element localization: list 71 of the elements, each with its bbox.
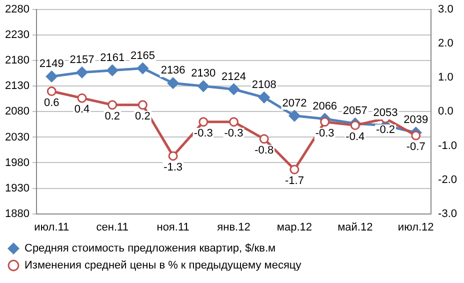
data-label: -0.4: [346, 130, 365, 143]
x-tick-label: ноя.11: [156, 221, 190, 234]
point: [288, 110, 300, 122]
data-label: 2072: [282, 97, 307, 110]
point: [136, 62, 148, 74]
y2-tick-label: -1.0: [438, 140, 458, 152]
point: [411, 130, 421, 140]
point: [76, 66, 88, 78]
y-tick-label: 1980: [4, 156, 30, 169]
point: [198, 80, 210, 92]
y-tick-label: 2280: [4, 4, 30, 16]
point: [168, 151, 178, 161]
x-tick-label: сен.11: [96, 221, 128, 234]
data-label: 2149: [39, 58, 64, 70]
point: [320, 117, 330, 127]
point: [290, 164, 300, 174]
point: [259, 134, 269, 144]
data-label: 2165: [130, 50, 155, 62]
point: [258, 92, 270, 104]
data-label: 2057: [342, 104, 368, 117]
data-label: -0.7: [406, 141, 426, 154]
x-tick-label: июл.11: [34, 221, 70, 234]
point: [229, 117, 239, 127]
y2-tick-label: -2.0: [438, 174, 458, 186]
data-label: -0.2: [376, 124, 395, 136]
data-label: 2108: [252, 78, 276, 91]
point: [228, 83, 240, 95]
y2-tick-label: 2.0: [438, 38, 454, 50]
x-tick-label: май.12: [338, 221, 373, 234]
data-label: 2039: [404, 114, 428, 126]
y-tick-label: 2130: [4, 80, 30, 92]
point: [138, 100, 148, 110]
x-tick-label: мар.12: [276, 221, 312, 234]
y-tick-label: 2080: [4, 106, 30, 118]
data-label: 0.2: [135, 110, 150, 122]
y-tick-label: 1880: [4, 208, 30, 220]
data-label: 2136: [160, 64, 186, 77]
point: [167, 77, 179, 89]
legend-label: Средняя стоимость предложения квартир, $/кв.м: [24, 242, 276, 255]
y-tick-label: 1930: [4, 182, 30, 194]
point: [350, 120, 360, 130]
y2-tick-label: 3.0: [438, 4, 454, 16]
y2-tick-label: 1.0: [438, 72, 454, 84]
data-label: 2124: [222, 70, 246, 83]
y-tick-label: 2030: [4, 131, 30, 144]
data-label: -0.3: [315, 127, 334, 140]
data-label: -1.7: [284, 175, 304, 188]
x-tick-label: янв.12: [217, 221, 250, 234]
data-label: -0.3: [224, 127, 244, 140]
data-label: 0.6: [44, 96, 60, 109]
data-label: 2066: [312, 100, 338, 112]
data-label: -0.3: [194, 127, 213, 140]
data-label: 0.2: [104, 110, 120, 122]
point: [106, 64, 118, 76]
y-tick-label: 2180: [4, 54, 30, 67]
point: [77, 93, 87, 103]
data-label: 2161: [100, 52, 125, 64]
y2-tick-label: 0.0: [438, 106, 454, 118]
x-tick-label: июл.12: [398, 221, 434, 234]
data-label: -1.3: [164, 161, 183, 174]
point: [108, 100, 118, 110]
data-label: 2157: [70, 54, 94, 66]
point: [46, 86, 56, 96]
data-label: 2130: [191, 68, 216, 80]
point: [46, 70, 58, 82]
data-label: 0.4: [74, 104, 90, 116]
legend-label: Изменения средней цены в % к предыдущему месяцу: [24, 260, 302, 272]
y-tick-label: 2230: [4, 29, 30, 42]
point: [198, 117, 208, 127]
y2-tick-label: -3.0: [438, 208, 458, 220]
data-label: -0.8: [254, 144, 274, 156]
